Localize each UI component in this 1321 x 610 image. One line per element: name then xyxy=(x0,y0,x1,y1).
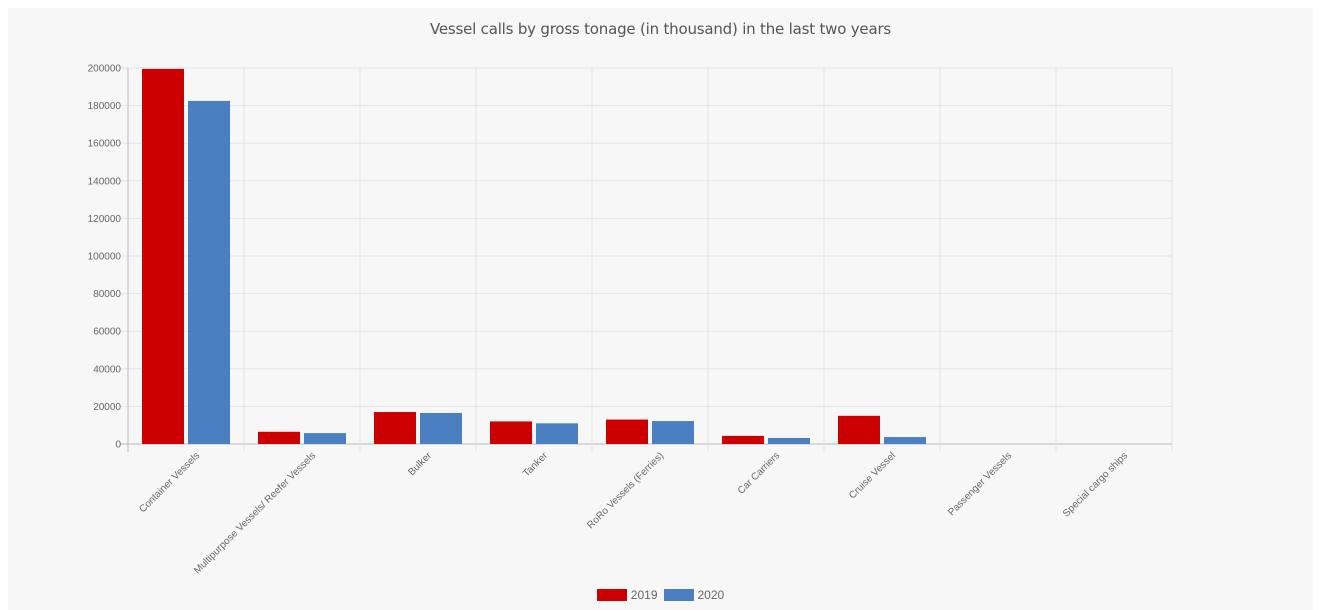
legend-swatch-2019 xyxy=(596,589,627,601)
y-tick-label: 80000 xyxy=(93,289,121,300)
y-tick-label: 120000 xyxy=(88,214,122,225)
bar-2019 xyxy=(490,421,532,444)
bar-2019 xyxy=(142,68,184,444)
legend-item-2020[interactable]: 2020 xyxy=(663,588,725,602)
bar-2020 xyxy=(768,437,810,444)
bar-2019 xyxy=(258,431,300,444)
bar-2020 xyxy=(652,421,694,444)
y-tick-label: 180000 xyxy=(88,101,122,112)
y-tick-label: 0 xyxy=(115,440,121,451)
legend-label-2020: 2020 xyxy=(697,588,725,602)
bar-2020 xyxy=(420,412,462,444)
legend-swatch-2020 xyxy=(663,589,694,601)
bar-2020 xyxy=(304,433,346,444)
y-tick-label: 40000 xyxy=(93,364,121,375)
bar-chart: 0 20000 40000 60000 80000 100000 120000 140000 1… xyxy=(88,64,1173,576)
y-tick-label: 60000 xyxy=(93,327,121,338)
chart-legend: 2019 2020 xyxy=(0,588,1321,602)
y-tick-label: 200000 xyxy=(88,64,122,75)
x-tick-label: Passenger Vessels xyxy=(946,450,1014,518)
bar-2020 xyxy=(188,100,230,445)
x-tick-label: Bulker xyxy=(406,450,434,478)
x-tick-label: Cruise Vessel xyxy=(847,450,898,501)
legend-item-2019[interactable]: 2019 xyxy=(596,588,658,602)
y-tick-label: 20000 xyxy=(93,402,121,413)
y-tick-label: 100000 xyxy=(88,252,122,263)
legend-label-2019: 2019 xyxy=(630,588,658,602)
x-tick-label: RoRo Vessels (Ferries) xyxy=(585,450,666,531)
x-tick-label: Car Carriers xyxy=(736,450,782,496)
bar-2020 xyxy=(536,423,578,444)
bar-2019 xyxy=(838,415,880,444)
bar-2019 xyxy=(606,419,648,444)
bar-2019 xyxy=(722,435,764,444)
x-tick-label: Multipurpose Vessels/ Reefer Vessels xyxy=(192,450,318,576)
x-tick-label: Container Vessels xyxy=(137,450,202,515)
y-tick-label: 160000 xyxy=(88,139,122,150)
x-tick-label: Special cargo ships xyxy=(1061,450,1130,519)
y-tick-label: 140000 xyxy=(88,176,122,187)
chart-title: Vessel calls by gross tonage (in thousan… xyxy=(429,20,892,38)
bar-2020 xyxy=(884,437,926,444)
x-tick-label: Tanker xyxy=(521,450,550,479)
bar-2019 xyxy=(374,412,416,444)
